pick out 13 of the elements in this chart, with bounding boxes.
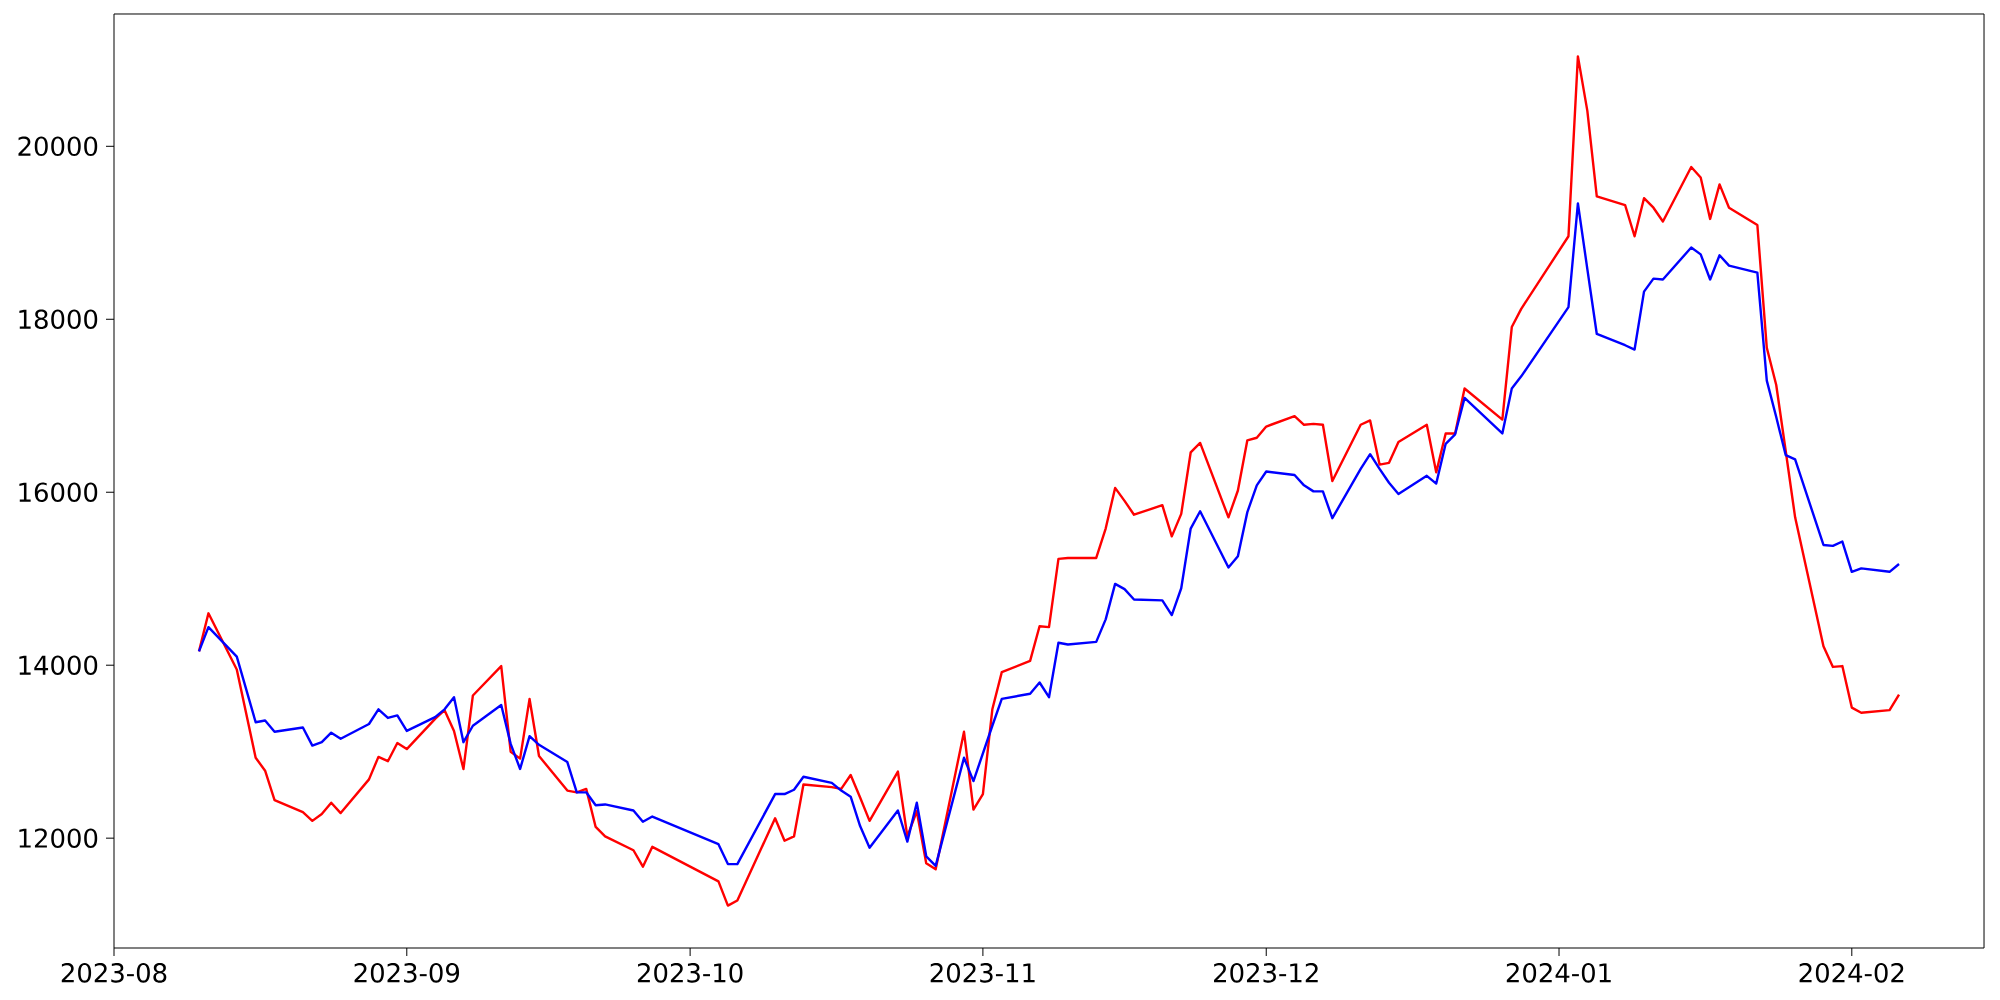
y-tick-label: 20000 (18, 136, 98, 157)
y-tick-label: 18000 (19, 309, 98, 330)
x-tick-label: 2024-02 (1799, 963, 1904, 983)
x-tick-label: 2023-08 (61, 963, 167, 983)
x-tick-label: 2023-12 (1214, 963, 1318, 983)
x-tick-label: 2024-01 (1506, 963, 1611, 983)
x-tick-label: 2023-09 (354, 963, 460, 983)
x-tick-label: 2023-10 (637, 963, 743, 983)
y-tick-label: 16000 (19, 482, 98, 503)
line-series (197, 55, 1901, 907)
y-tick-label: 12000 (19, 828, 98, 848)
x-tick-label: 2023-11 (930, 963, 1035, 983)
y-tick-label: 14000 (19, 655, 98, 676)
